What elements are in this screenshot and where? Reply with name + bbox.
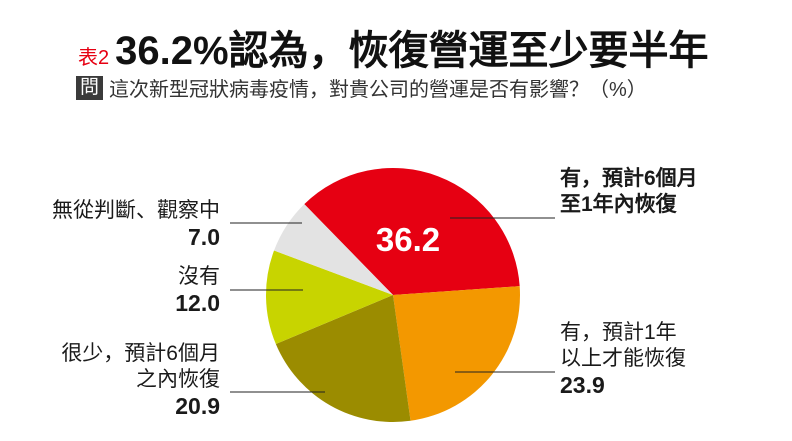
question-text: 這次新型冠狀病毒疫情，對貴公司的營運是否有影響？（%） (109, 79, 647, 101)
chart-title: 表2 36.2%認為，恢復營運至少要半年 (78, 18, 709, 76)
label-olive-line2: 之內恢復 (136, 368, 220, 391)
question-row: 問 這次新型冠狀病毒疫情，對貴公司的營運是否有影響？（%） (76, 73, 647, 102)
label-olive: 很少，預計6個月 之內恢復 20.9 (61, 341, 220, 419)
label-grey-value: 7.0 (188, 224, 220, 250)
label-lime: 沒有 12.0 (175, 264, 220, 316)
label-grey-line1: 無從判斷、觀察中 (52, 199, 220, 222)
table-number-tag: 表2 (78, 47, 110, 69)
label-orange-line2: 以上才能恢復 (560, 347, 686, 370)
label-red-line2: 至1年內恢復 (560, 193, 677, 216)
label-orange: 有，預計1年 以上才能恢復 23.9 (560, 320, 686, 398)
label-red: 有，預計6個月 至1年內恢復 (560, 166, 698, 218)
label-grey: 無從判斷、觀察中 7.0 (52, 198, 220, 250)
pie-slices (266, 168, 520, 422)
label-olive-line1: 很少，預計6個月 (61, 342, 220, 365)
label-red-line1: 有，預計6個月 (560, 167, 698, 190)
red-slice-value: 36.2 (376, 221, 440, 258)
label-orange-value: 23.9 (560, 372, 605, 398)
label-lime-value: 12.0 (175, 290, 220, 316)
label-lime-line1: 沒有 (178, 265, 220, 288)
pie-slice-lime (266, 250, 393, 345)
pie-slice-grey (274, 204, 393, 295)
pie-slice-olive (275, 295, 411, 422)
pie-slice-red (304, 168, 520, 295)
label-orange-line1: 有，預計1年 (560, 321, 677, 344)
question-badge: 問 (76, 75, 104, 100)
pie-slice-orange (393, 286, 520, 421)
title-text: 36.2%認為，恢復營運至少要半年 (115, 29, 709, 73)
label-olive-value: 20.9 (175, 393, 220, 419)
